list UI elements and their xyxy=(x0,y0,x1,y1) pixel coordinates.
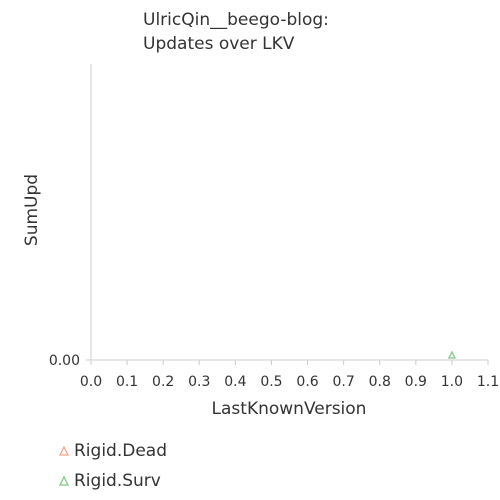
legend-item-rigid-dead: Rigid.Dead xyxy=(58,436,167,466)
chart-title-line-1: UlricQin__beego-blog: xyxy=(143,10,329,30)
x-tick-label: 0.3 xyxy=(188,374,210,390)
y-axis-label: SumUpd xyxy=(22,174,42,246)
legend-label: Rigid.Dead xyxy=(74,441,168,461)
chart-plot: LastKnownVersion SumUpd 0.0 0.1 0.2 0.3 0.4 0… xyxy=(22,64,499,419)
x-tick-label: 0.5 xyxy=(260,374,282,390)
chart-title: UlricQin__beego-blog: Updates over LKV xyxy=(143,8,329,56)
x-tick-label: 0.0 xyxy=(80,374,102,390)
x-tick-label: 1.1 xyxy=(477,374,499,390)
x-tick-label: 0.2 xyxy=(152,374,174,390)
chart-title-line-2: Updates over LKV xyxy=(143,34,295,54)
legend-label: Rigid.Surv xyxy=(74,471,161,491)
y-tick-label: 0.00 xyxy=(49,353,80,369)
triangle-icon xyxy=(58,475,70,486)
x-tick-label: 1.0 xyxy=(441,374,463,390)
legend: Rigid.Dead Rigid.Surv xyxy=(58,436,167,496)
x-tick-label: 0.9 xyxy=(405,374,427,390)
x-tick-label: 0.6 xyxy=(296,374,318,390)
data-point xyxy=(447,350,456,359)
triangle-icon xyxy=(58,445,70,456)
legend-item-rigid-surv: Rigid.Surv xyxy=(58,466,167,496)
x-tick-label: 0.1 xyxy=(116,374,138,390)
x-tick-label: 0.4 xyxy=(224,374,246,390)
x-tick-label: 0.8 xyxy=(369,374,391,390)
x-tick-label: 0.7 xyxy=(333,374,355,390)
x-axis-label: LastKnownVersion xyxy=(212,399,367,419)
